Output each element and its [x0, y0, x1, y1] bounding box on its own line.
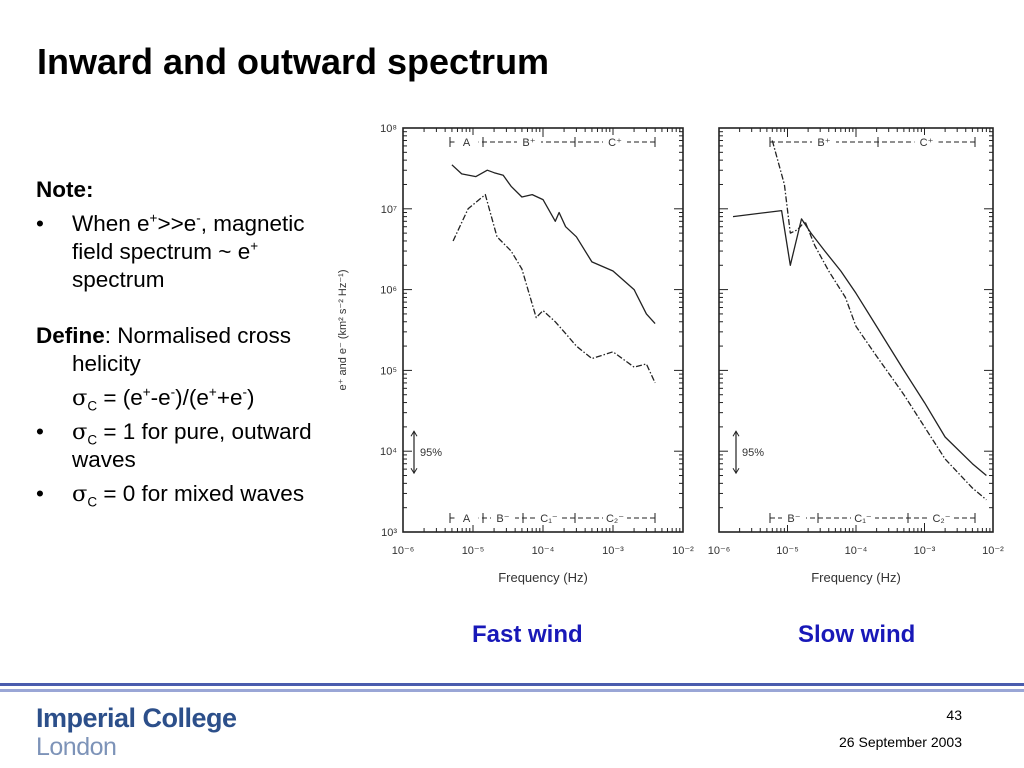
y-tick-label: 10⁶: [380, 285, 397, 297]
series-line-e-minus: [771, 140, 987, 501]
top-range-label: C⁺: [608, 137, 622, 149]
fast-wind-spectrum-chart: 10⁻⁶ 10⁻⁵ 10⁻⁴ 10⁻³ 10⁻² 10³ 10⁴ 10⁵ 10⁶ 10⁷ 10⁸ e⁺…: [337, 123, 694, 585]
bottom-range-label: C₂⁻: [606, 513, 624, 525]
x-axis-label: Frequency (Hz): [811, 570, 901, 585]
y-tick-label: 10⁵: [380, 365, 397, 377]
helicity-formula: σC = (e+-e-)/(e++e-): [72, 384, 255, 414]
slide-title: Inward and outward spectrum: [37, 41, 550, 82]
footer-divider: [0, 683, 1024, 686]
top-range-label-bg: [914, 135, 939, 149]
notes-panel: Note: • When e+>>e-, magnetic field spec…: [36, 176, 336, 510]
x-tick-label: 10⁻⁴: [845, 545, 868, 557]
y-tick-label: 10⁷: [381, 204, 397, 216]
x-tick-label: 10⁻³: [914, 545, 936, 557]
top-range-label: A: [463, 137, 471, 149]
confidence-arrow-down: [410, 467, 418, 475]
page-number: 43: [946, 707, 962, 723]
x-tick-label: 10⁻²: [982, 545, 1004, 557]
logo-london: London: [36, 733, 117, 761]
bullet-dot: •: [36, 211, 44, 236]
bullet-dot: •: [36, 481, 44, 506]
bottom-range-label-bg: [782, 511, 806, 525]
bullet-item-3: • σC = 0 for mixed waves: [36, 481, 305, 510]
bullet-dot: •: [36, 419, 44, 444]
x-tick-label: 10⁻⁴: [532, 545, 555, 557]
bottom-range-label-bg: [537, 511, 561, 525]
y-tick-label: 10⁴: [380, 446, 397, 458]
x-tick-label: 10⁻⁵: [462, 545, 485, 557]
top-range-label-bg: [812, 135, 836, 149]
confidence-arrow-up: [410, 430, 418, 437]
confidence-label: 95%: [742, 447, 764, 459]
x-tick-label: 10⁻⁵: [776, 545, 799, 557]
bottom-range-label-bg: [851, 511, 875, 525]
top-range-label-bg: [517, 135, 541, 149]
bottom-range-label: C₁⁻: [540, 513, 558, 525]
x-tick-label: 10⁻⁶: [708, 545, 731, 557]
bottom-range-label: C₁⁻: [854, 513, 872, 525]
bullet-item-2: • σC = 1 for pure, outward waves: [36, 419, 312, 472]
series-line-e-plus: [732, 209, 987, 476]
x-tick-label: 10⁻⁶: [392, 545, 415, 557]
confidence-arrow-down: [732, 467, 740, 475]
y-axis-label: e⁺ and e⁻ (km² s⁻² Hz⁻¹): [337, 269, 349, 390]
series-line-e-minus: [452, 193, 656, 384]
slow-wind-caption: Slow wind: [798, 621, 916, 648]
x-tick-label: 10⁻²: [672, 545, 694, 557]
x-tick-label: 10⁻³: [602, 545, 624, 557]
bottom-range-label: C₂⁻: [932, 513, 950, 525]
top-range-label: C⁺: [920, 137, 934, 149]
x-axis-label: Frequency (Hz): [498, 570, 588, 585]
bottom-range-label-bg: [491, 511, 515, 525]
plot-frame: [402, 127, 684, 533]
series-line-e-plus: [451, 164, 656, 325]
confidence-label: 95%: [420, 447, 442, 459]
top-range-label-bg: [454, 135, 479, 149]
define-line: Define: Normalised cross helicity: [36, 323, 292, 376]
top-range-label: B⁺: [522, 137, 535, 149]
bottom-range-label: B⁻: [787, 513, 800, 525]
logo-imperial-college: Imperial College: [36, 703, 237, 733]
bottom-range-label: A: [463, 513, 471, 525]
plot-frame: [718, 127, 994, 533]
confidence-arrow-up: [732, 430, 740, 437]
note-heading: Note:: [36, 177, 94, 202]
top-range-label-bg: [603, 135, 627, 149]
y-tick-label: 10⁸: [380, 123, 397, 135]
bottom-range-label-bg: [929, 511, 954, 525]
fast-wind-caption: Fast wind: [472, 621, 583, 648]
bottom-range-label-bg: [454, 511, 479, 525]
bullet-item-1: • When e+>>e-, magnetic field spectrum ~…: [36, 210, 305, 292]
slow-wind-spectrum-chart: 10⁻⁶ 10⁻⁵ 10⁻⁴ 10⁻³ 10⁻² Frequency (Hz) B⁺ C⁺ B⁻…: [708, 127, 1004, 585]
bottom-range-label: B⁻: [496, 513, 509, 525]
top-range-label: B⁺: [817, 137, 830, 149]
y-tick-label: 10³: [381, 527, 397, 539]
footer-divider-light: [0, 689, 1024, 692]
slide-date: 26 September 2003: [839, 734, 962, 750]
bottom-range-label-bg: [603, 511, 627, 525]
